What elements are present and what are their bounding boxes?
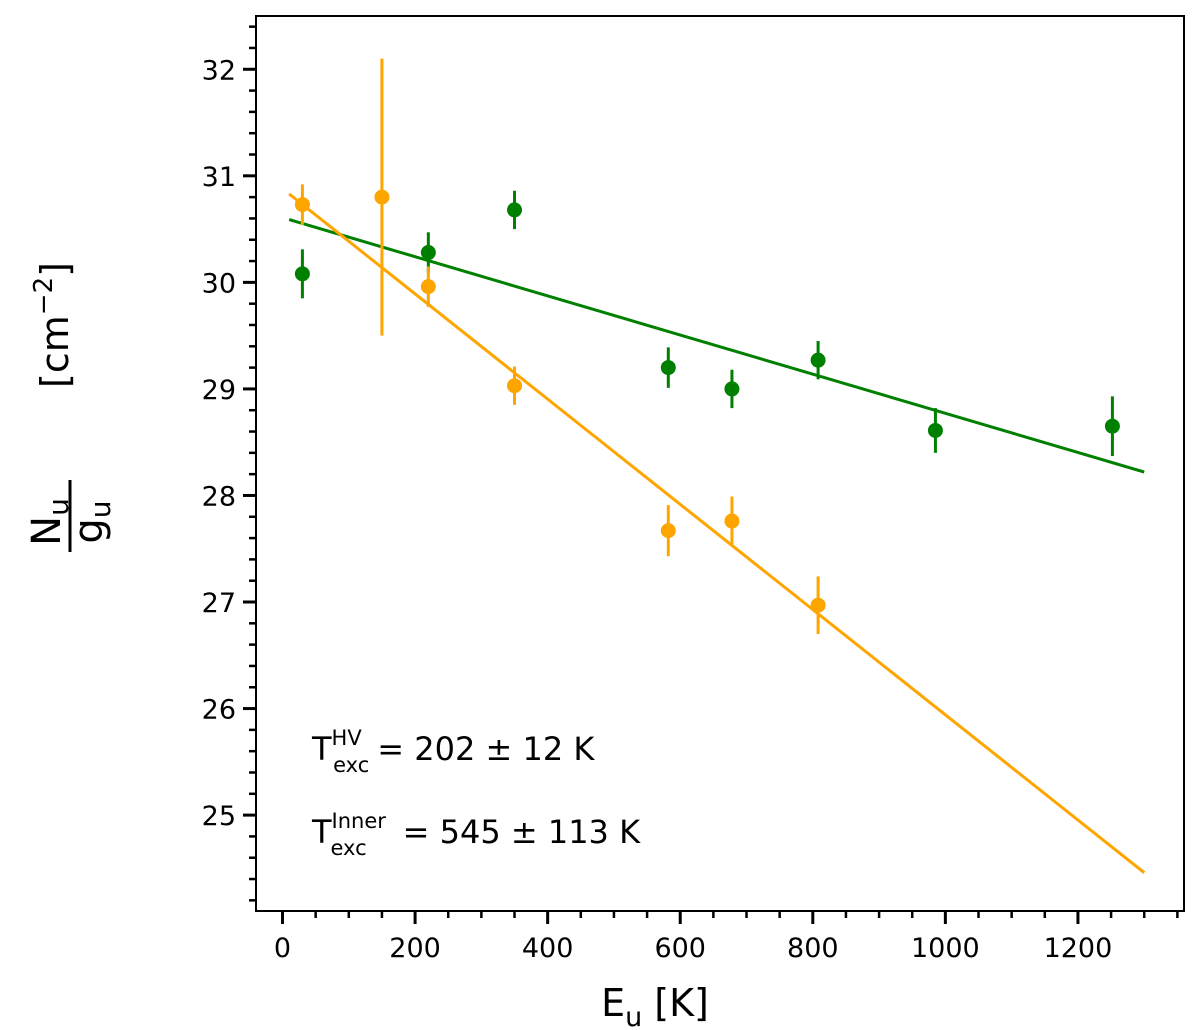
x-tick-label: 600 [654,933,706,964]
y-axis-unit: [cm−2] [29,262,77,388]
annotation-hv-temperature: THV exc = 202 ± 12 K [311,726,595,777]
x-tick-label: 200 [389,933,441,964]
y-axis-fraction: Nu gu [24,480,117,552]
x-tick-label: 0 [274,933,291,964]
data-point-hv [660,360,676,376]
data-point-inner [507,378,523,394]
data-point-hv [1104,418,1120,434]
data-point-hv [507,202,523,218]
data-point-inner [810,597,826,613]
data-point-hv [724,381,740,397]
data-point-hv [420,245,436,261]
annotation-inner-temperature: TInner exc = 545 ± 113 K [311,809,641,860]
y-axis-title: [cm−2] [29,262,77,388]
y-tick-label: 29 [202,375,236,406]
x-axis-title: Eu [K] [601,981,709,1030]
y-axis-numerator: Nu [24,498,75,546]
data-point-inner [724,513,740,529]
data-point-inner [660,523,676,539]
x-tick-label: 1200 [1044,933,1113,964]
y-tick-label: 28 [202,481,236,512]
x-tick-label: 1000 [911,933,980,964]
y-tick-label: 31 [202,162,236,193]
y-tick-label: 25 [202,801,236,832]
x-tick-label: 800 [787,933,839,964]
y-tick-label: 27 [202,588,236,619]
data-point-inner [374,189,390,205]
y-axis-denominator: gu [66,500,117,543]
data-point-hv [927,422,943,438]
data-point-hv [294,266,310,282]
x-tick-label: 400 [522,933,574,964]
data-point-inner [420,279,436,295]
data-point-inner [294,197,310,213]
fit-line-hv [288,218,1145,474]
data-point-hv [810,352,826,368]
y-tick-label: 26 [202,695,236,726]
fit-line-inner [288,192,1146,874]
y-tick-label: 30 [202,268,236,299]
plot-frame [255,15,1185,912]
y-tick-label: 32 [202,55,236,86]
